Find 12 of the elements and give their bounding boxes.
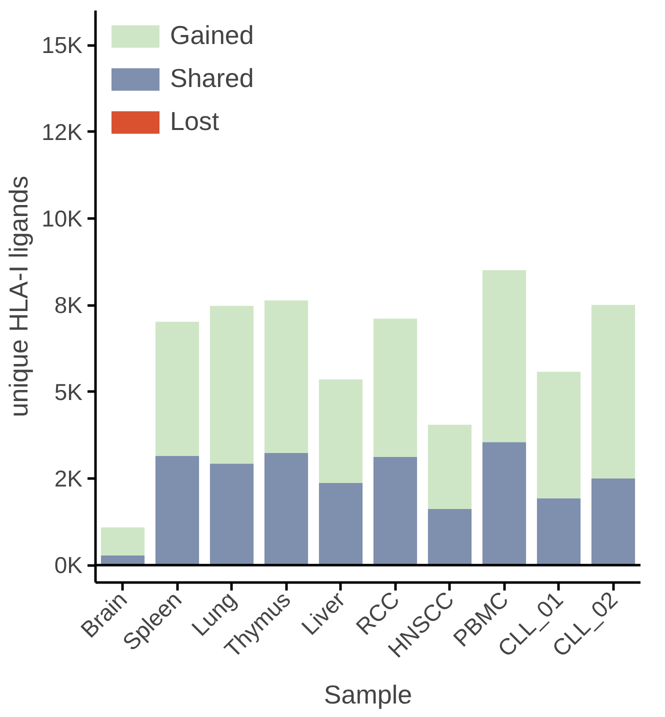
x-axis-title: Sample: [324, 680, 412, 710]
y-tick-label: 8K: [54, 292, 84, 318]
y-tick-label: 15K: [42, 32, 84, 58]
y-tick-label: 0K: [54, 552, 84, 578]
legend-label: Gained: [170, 20, 254, 51]
y-axis-title: unique HLA-I ligands: [4, 176, 34, 418]
y-tick-label: 12K: [42, 118, 84, 145]
y-tick-label: 2K: [54, 466, 84, 492]
legend-label: Lost: [170, 106, 220, 137]
y-tick-label: 10K: [42, 206, 84, 232]
y-tick-label: 5K: [54, 378, 84, 405]
legend-label: Shared: [170, 63, 254, 94]
